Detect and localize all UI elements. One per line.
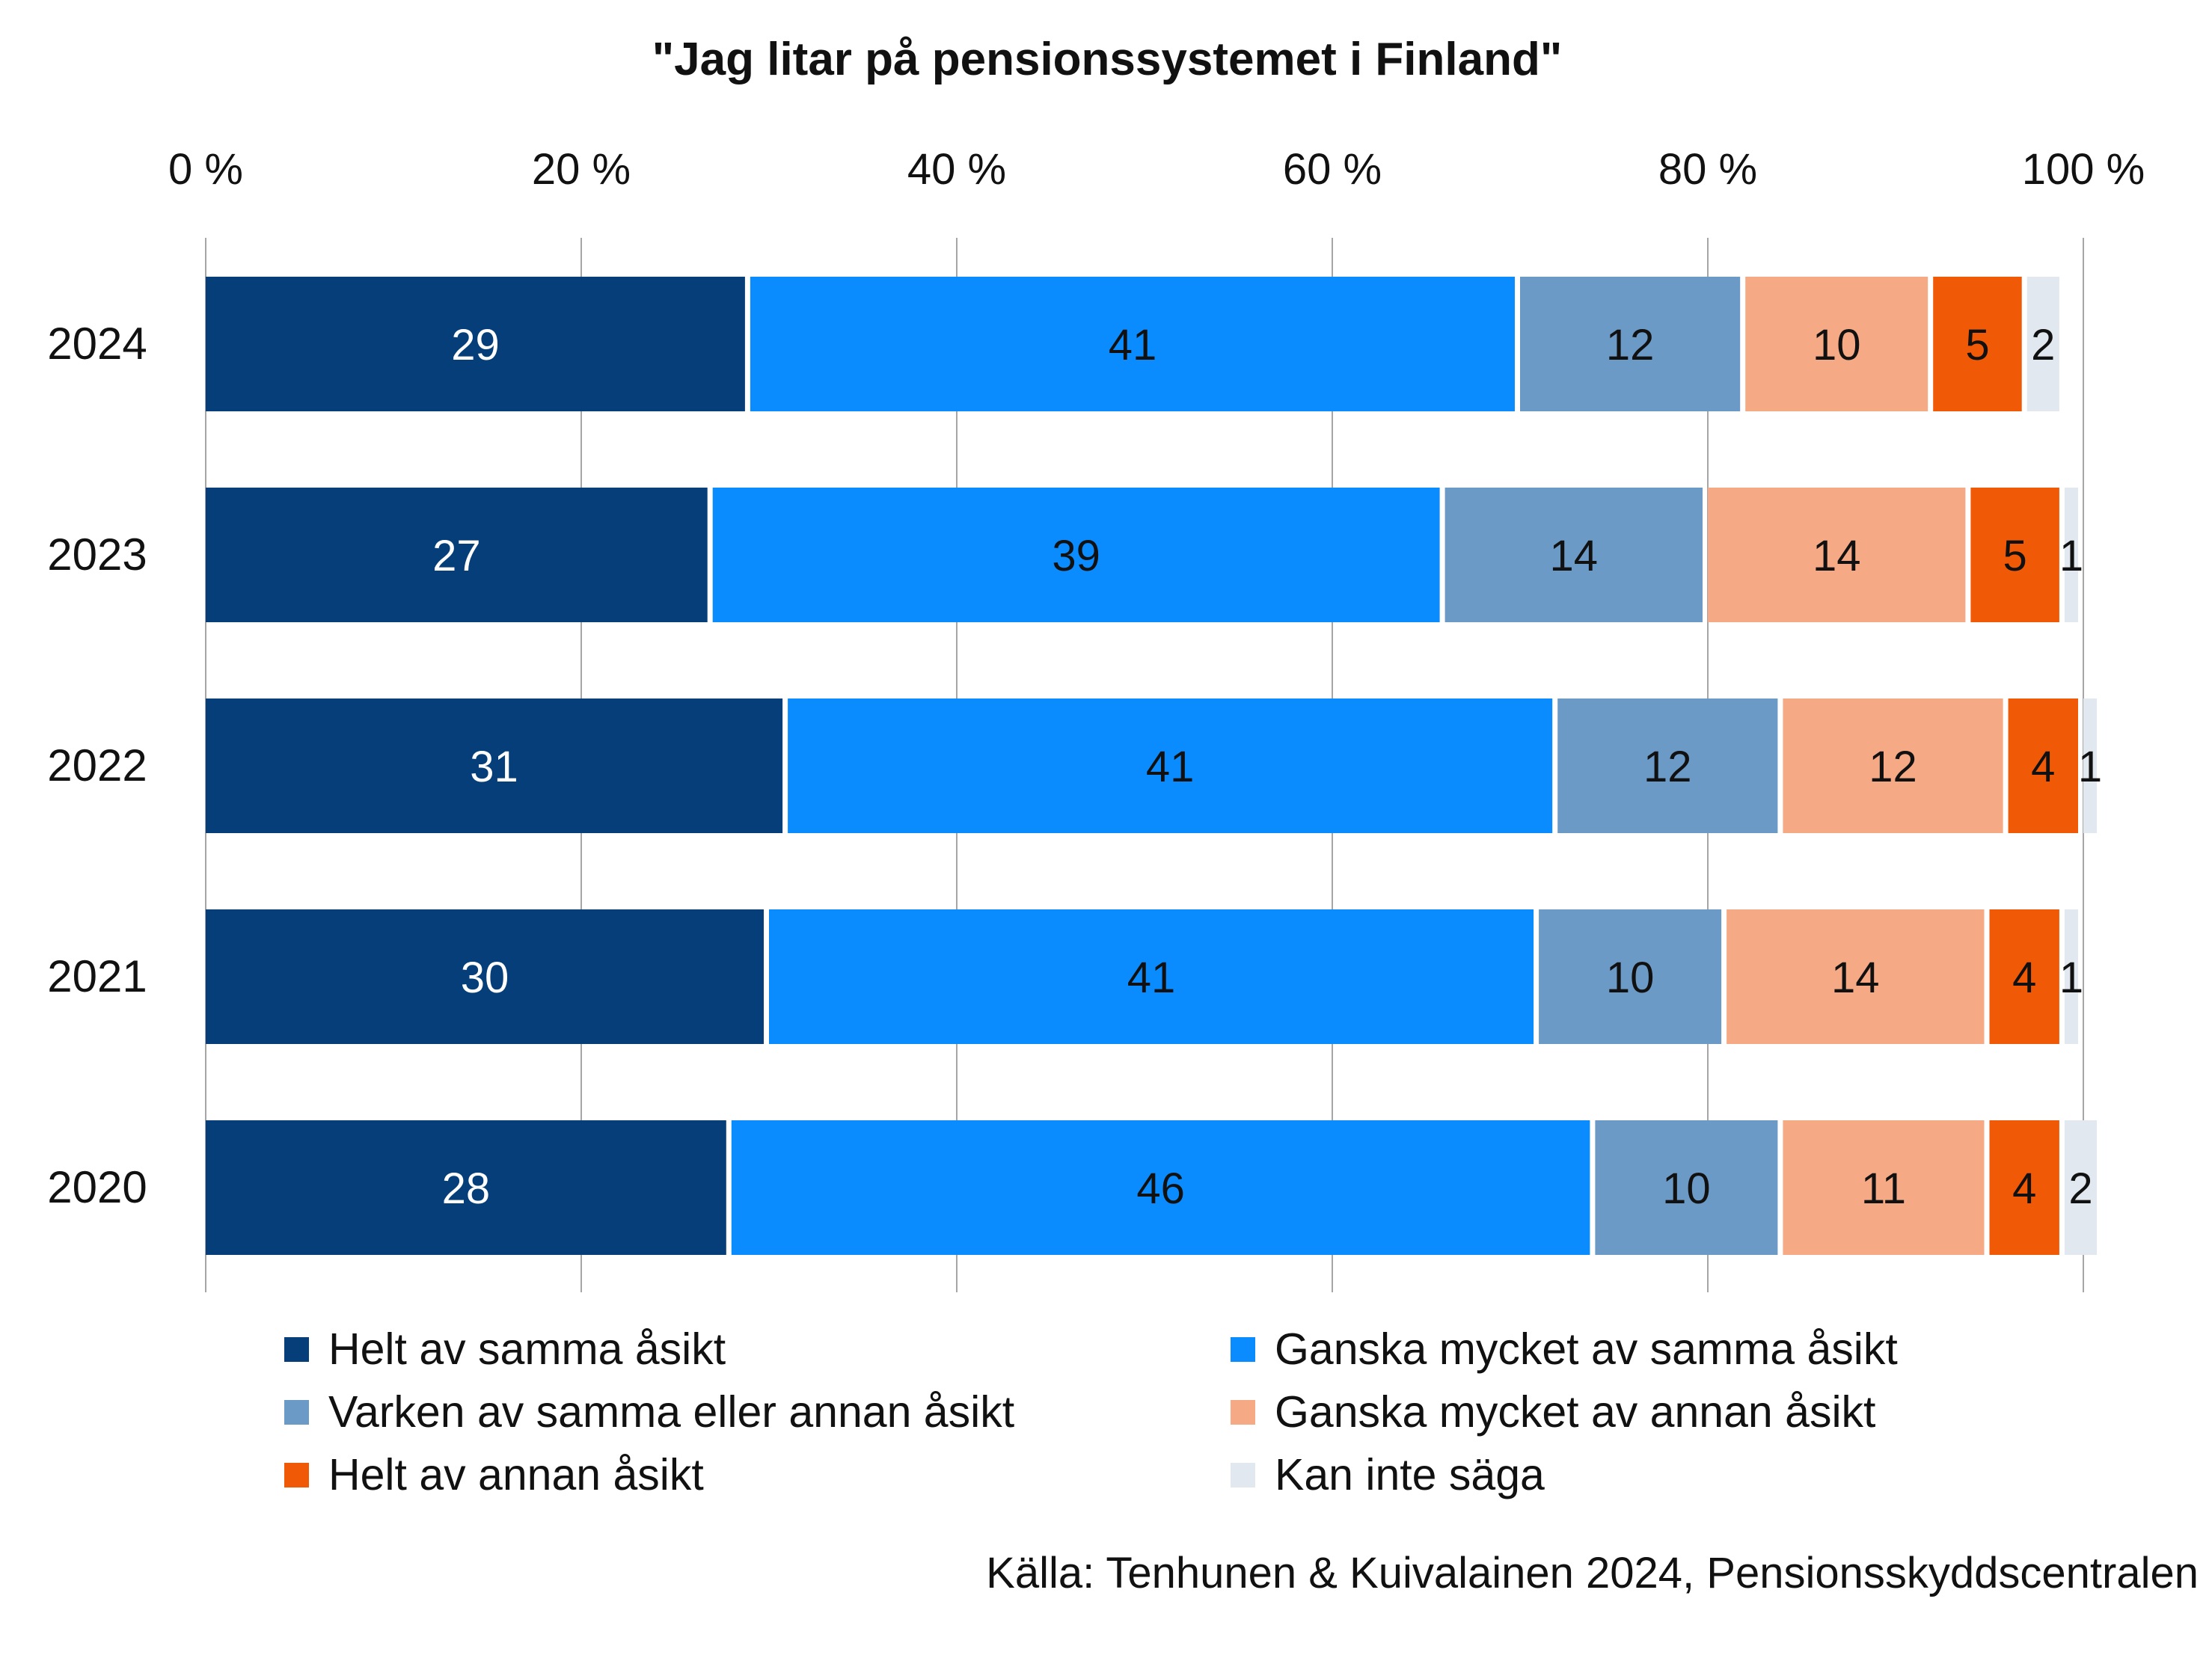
data-label: 12 [1643,743,1692,791]
x-tick-label: 40 % [907,145,1006,194]
bar-segment [2008,698,2078,833]
bar-segment [1783,1120,1985,1255]
data-label: 4 [2012,954,2036,1002]
data-label: 39 [1052,532,1100,580]
legend-item-helt-av-annan: Helt av annan åsikt [284,1446,1231,1504]
x-tick-label: 100 % [2022,145,2145,194]
data-label: 4 [2012,1164,2036,1213]
data-label: 41 [1109,321,1157,369]
bar-segment [1520,277,1741,411]
data-label: 1 [2059,532,2083,580]
x-tick-label: 80 % [1658,145,1757,194]
bar-segment [769,909,1534,1044]
data-labels: 29 41 12 10 5 227 39 14 14 5 131 41 12 12 4 130 41 10 14 4 1… [432,321,2102,1213]
legend-swatch [1231,1399,1255,1425]
bar-segment [1595,1120,1778,1255]
bar-segment [206,488,708,622]
data-label: 12 [1606,321,1655,369]
y-category-label: 2020 [47,1162,147,1212]
bar-segment [1708,488,1966,622]
bar-segment [1989,909,2059,1044]
legend-label: Helt av annan åsikt [328,1450,704,1499]
legend-swatch [284,1462,309,1487]
data-label: 46 [1136,1164,1185,1213]
legend-label: Ganska mycket av samma åsikt [1275,1324,1898,1374]
legend-label: Ganska mycket av annan åsikt [1275,1387,1876,1437]
x-tick-label: 60 % [1283,145,1382,194]
bar-segment [2064,909,2078,1044]
source-note: Källa: Tenhunen & Kuivalainen 2024, Pens… [986,1549,2199,1597]
data-label: 11 [1861,1164,1906,1213]
data-label: 10 [1606,954,1655,1002]
data-label: 30 [461,954,509,1002]
y-category-label: 2021 [47,951,147,1001]
bar-segment [206,698,783,833]
bar-segment [2064,1120,2098,1255]
bars [206,277,2098,1255]
bar-segment [1727,909,1985,1044]
bar-segment [1539,909,1722,1044]
y-category-label: 2022 [47,740,147,790]
bar-segment [2026,277,2059,411]
data-label: 12 [1869,743,1917,791]
bar-segment [750,277,1515,411]
data-label: 41 [1146,743,1195,791]
legend: Helt av samma åsikt Ganska mycket av sam… [284,1320,2095,1504]
bar-segment [788,698,1553,833]
legend-swatch [284,1399,309,1425]
data-label: 27 [432,532,481,580]
legend-item-ganska-mycket-av-samma: Ganska mycket av samma åsikt [1231,1320,2095,1378]
data-label: 1 [2059,954,2083,1002]
bar-segment [1989,1120,2059,1255]
bar-segment [1970,488,2059,622]
data-label: 14 [1550,532,1599,580]
data-label: 4 [2031,743,2055,791]
bar-segment [731,1120,1590,1255]
data-label: 14 [1831,954,1880,1002]
axis-labels: 0 % 20 % 40 % 60 % 80 % 100 % 2024 2023 2022 2021… [47,145,2145,1212]
data-label: 14 [1813,532,1861,580]
legend-label: Kan inte säga [1275,1450,1545,1499]
bar-segment [1933,277,2022,411]
data-label: 28 [442,1164,491,1213]
data-label: 5 [2003,532,2027,580]
legend-item-kan-inte-saga: Kan inte säga [1231,1446,2095,1504]
chart-title: "Jag litar på pensionssystemet i Finland… [652,34,1562,85]
x-tick-label: 20 % [532,145,631,194]
bar-segment [712,488,1440,622]
data-label: 29 [451,321,500,369]
bar-segment [206,1120,726,1255]
legend-item-varken: Varken av samma eller annan åsikt [284,1383,1231,1441]
y-category-label: 2024 [47,319,147,369]
legend-swatch [1231,1336,1255,1362]
data-label: 2 [2068,1164,2092,1213]
bar-segment [1444,488,1703,622]
x-tick-label: 0 % [168,145,243,194]
bar-segment [206,909,764,1044]
bar-segment [1745,277,1928,411]
data-label: 10 [1662,1164,1711,1213]
data-label: 31 [470,743,518,791]
legend-swatch [284,1336,309,1362]
legend-swatch [1231,1462,1255,1487]
data-label: 2 [2031,321,2055,369]
bar-segment [2083,698,2098,833]
bar-segment [1557,698,1778,833]
data-label: 10 [1813,321,1861,369]
legend-item-ganska-mycket-av-annan: Ganska mycket av annan åsikt [1231,1383,2095,1441]
bar-segment [1783,698,2003,833]
data-label: 5 [1965,321,1989,369]
bar-segment [206,277,745,411]
legend-label: Helt av samma åsikt [328,1324,726,1374]
bar-segment [2064,488,2078,622]
data-label: 41 [1127,954,1176,1002]
data-label: 1 [2078,743,2102,791]
legend-label: Varken av samma eller annan åsikt [328,1387,1015,1437]
legend-item-helt-av-samma: Helt av samma åsikt [284,1320,1231,1378]
y-category-label: 2023 [47,529,147,580]
